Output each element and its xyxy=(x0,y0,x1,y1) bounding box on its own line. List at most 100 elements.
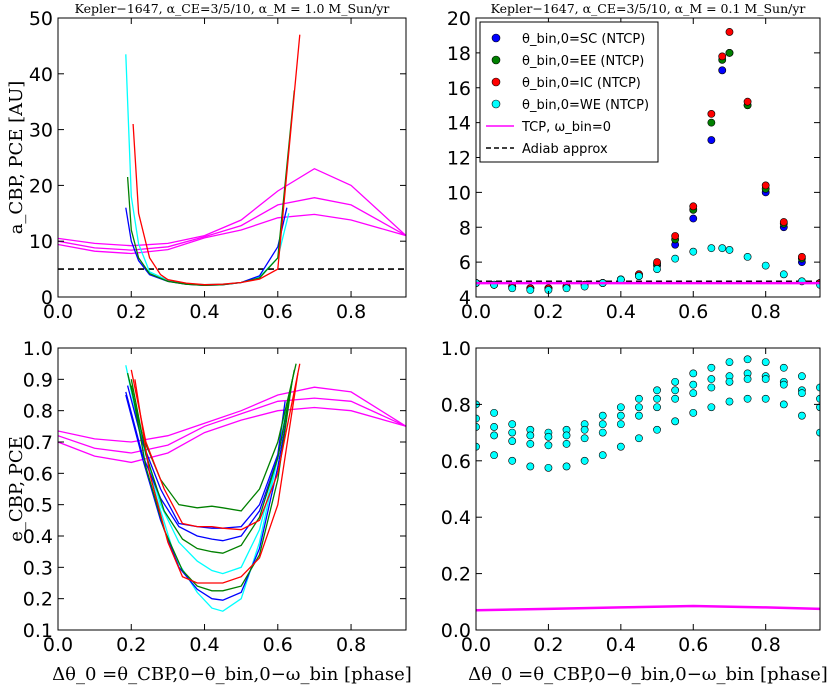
data-point xyxy=(653,265,661,273)
data-point xyxy=(689,380,698,389)
y-tick-label: 10 xyxy=(447,182,471,204)
data-point xyxy=(707,403,716,412)
series-line-3 xyxy=(125,54,290,286)
y-tick-label: 0.2 xyxy=(23,589,53,611)
x-tick-label: 0.6 xyxy=(678,301,708,323)
data-point xyxy=(671,254,680,263)
data-point xyxy=(797,389,806,398)
series-line-2 xyxy=(58,213,406,255)
data-point xyxy=(653,258,661,267)
data-point xyxy=(816,383,820,392)
data-point xyxy=(743,375,752,383)
legend-label: Adiab approx xyxy=(522,142,608,157)
x-tick-label: 0.0 xyxy=(461,301,491,323)
data-point xyxy=(580,456,589,465)
y-tick-label: 0.7 xyxy=(23,432,53,454)
y-tick-label: 0.9 xyxy=(23,369,53,391)
series-line-11 xyxy=(130,363,301,531)
y-tick-label: 1.0 xyxy=(441,338,471,360)
data-point xyxy=(671,386,680,395)
data-point xyxy=(707,118,716,127)
data-point xyxy=(718,66,727,75)
y-tick-label: 50 xyxy=(29,8,53,30)
y-tick-label: 0.0 xyxy=(441,620,471,642)
data-point xyxy=(761,261,770,270)
series-line-4 xyxy=(476,604,820,612)
data-point xyxy=(718,52,727,61)
series-line-0 xyxy=(58,167,406,247)
y-tick-label: 0.2 xyxy=(441,564,471,586)
data-point xyxy=(816,394,820,403)
data-point xyxy=(725,358,734,366)
data-point xyxy=(526,431,535,440)
data-point xyxy=(761,358,770,366)
data-point xyxy=(562,439,571,448)
x-tick-label: 0.4 xyxy=(606,301,636,323)
x-tick-label: 0.0 xyxy=(43,634,73,656)
x-tick-label: 0.8 xyxy=(336,301,366,323)
data-point xyxy=(707,375,716,383)
data-point xyxy=(653,403,661,412)
data-point xyxy=(490,451,499,460)
y-tick-label: 18 xyxy=(447,43,471,65)
legend-label: θ_bin,0=SC (NTCP) xyxy=(522,32,645,47)
data-point xyxy=(689,369,698,378)
data-point xyxy=(616,411,625,420)
x-tick-label: 0.4 xyxy=(189,634,219,656)
series-line-2 xyxy=(58,406,406,464)
series-line-12 xyxy=(134,373,299,584)
data-point xyxy=(707,110,716,118)
x-axis-label: Δθ_0 =θ_CBP,0−θ_bin,0−ω_bin [phase] xyxy=(468,664,828,685)
series-line-5 xyxy=(126,90,295,286)
axes-frame xyxy=(475,347,821,631)
data-point xyxy=(707,363,716,372)
data-point xyxy=(816,428,820,437)
data-point xyxy=(653,425,661,434)
y-tick-label: 0 xyxy=(41,287,53,309)
data-point xyxy=(635,434,643,443)
data-point xyxy=(779,270,788,279)
data-point xyxy=(816,403,820,412)
data-point xyxy=(635,403,643,412)
y-tick-label: 16 xyxy=(447,78,471,100)
y-tick-label: 6 xyxy=(459,252,471,274)
axes-frame xyxy=(57,17,407,298)
series-line-6 xyxy=(125,391,288,542)
series-line-5 xyxy=(125,394,288,601)
data-point xyxy=(616,420,625,429)
data-point xyxy=(689,214,698,223)
chart-title: Kepler−1647, α_CE=3/5/10, α_M = 1.0 M_Su… xyxy=(75,1,390,16)
x-tick-label: 0.6 xyxy=(263,301,293,323)
x-tick-label: 0.8 xyxy=(751,634,781,656)
data-point xyxy=(476,423,480,431)
data-point xyxy=(689,247,698,256)
axes-frame xyxy=(57,347,407,631)
data-point xyxy=(562,284,571,293)
y-tick-label: 0.8 xyxy=(23,401,53,423)
x-tick-label: 0.2 xyxy=(533,634,563,656)
data-point xyxy=(797,411,806,420)
series-line-1 xyxy=(58,397,406,454)
series-line-3 xyxy=(125,365,290,612)
x-axis-label: Δθ_0 =θ_CBP,0−θ_bin,0−ω_bin [phase] xyxy=(52,664,412,685)
data-point xyxy=(671,232,680,240)
y-tick-label: 4 xyxy=(459,287,471,309)
y-tick-label: 20 xyxy=(447,8,471,30)
y-tick-label: 0.4 xyxy=(441,507,471,529)
data-point xyxy=(508,284,517,293)
data-point xyxy=(797,252,806,261)
x-tick-label: 0.4 xyxy=(606,634,636,656)
series-line-0 xyxy=(58,386,406,443)
data-point xyxy=(616,403,625,412)
y-tick-label: 0.3 xyxy=(23,557,53,579)
y-axis-label: e_CBP, PCE xyxy=(6,436,27,542)
chart-panel-2: 0.0 0.2 0.4 0.6 0.8 0.1 0.2 0.3 0.4 0.5 0.6 0.7 0.8 0… xyxy=(6,338,412,685)
y-tick-label: 0.1 xyxy=(23,620,53,642)
plot-area xyxy=(58,34,406,286)
data-point xyxy=(671,417,680,426)
data-point xyxy=(779,400,788,409)
data-point xyxy=(508,420,517,429)
data-point xyxy=(653,386,661,395)
data-point xyxy=(671,377,680,386)
x-tick-label: 0.6 xyxy=(263,634,293,656)
